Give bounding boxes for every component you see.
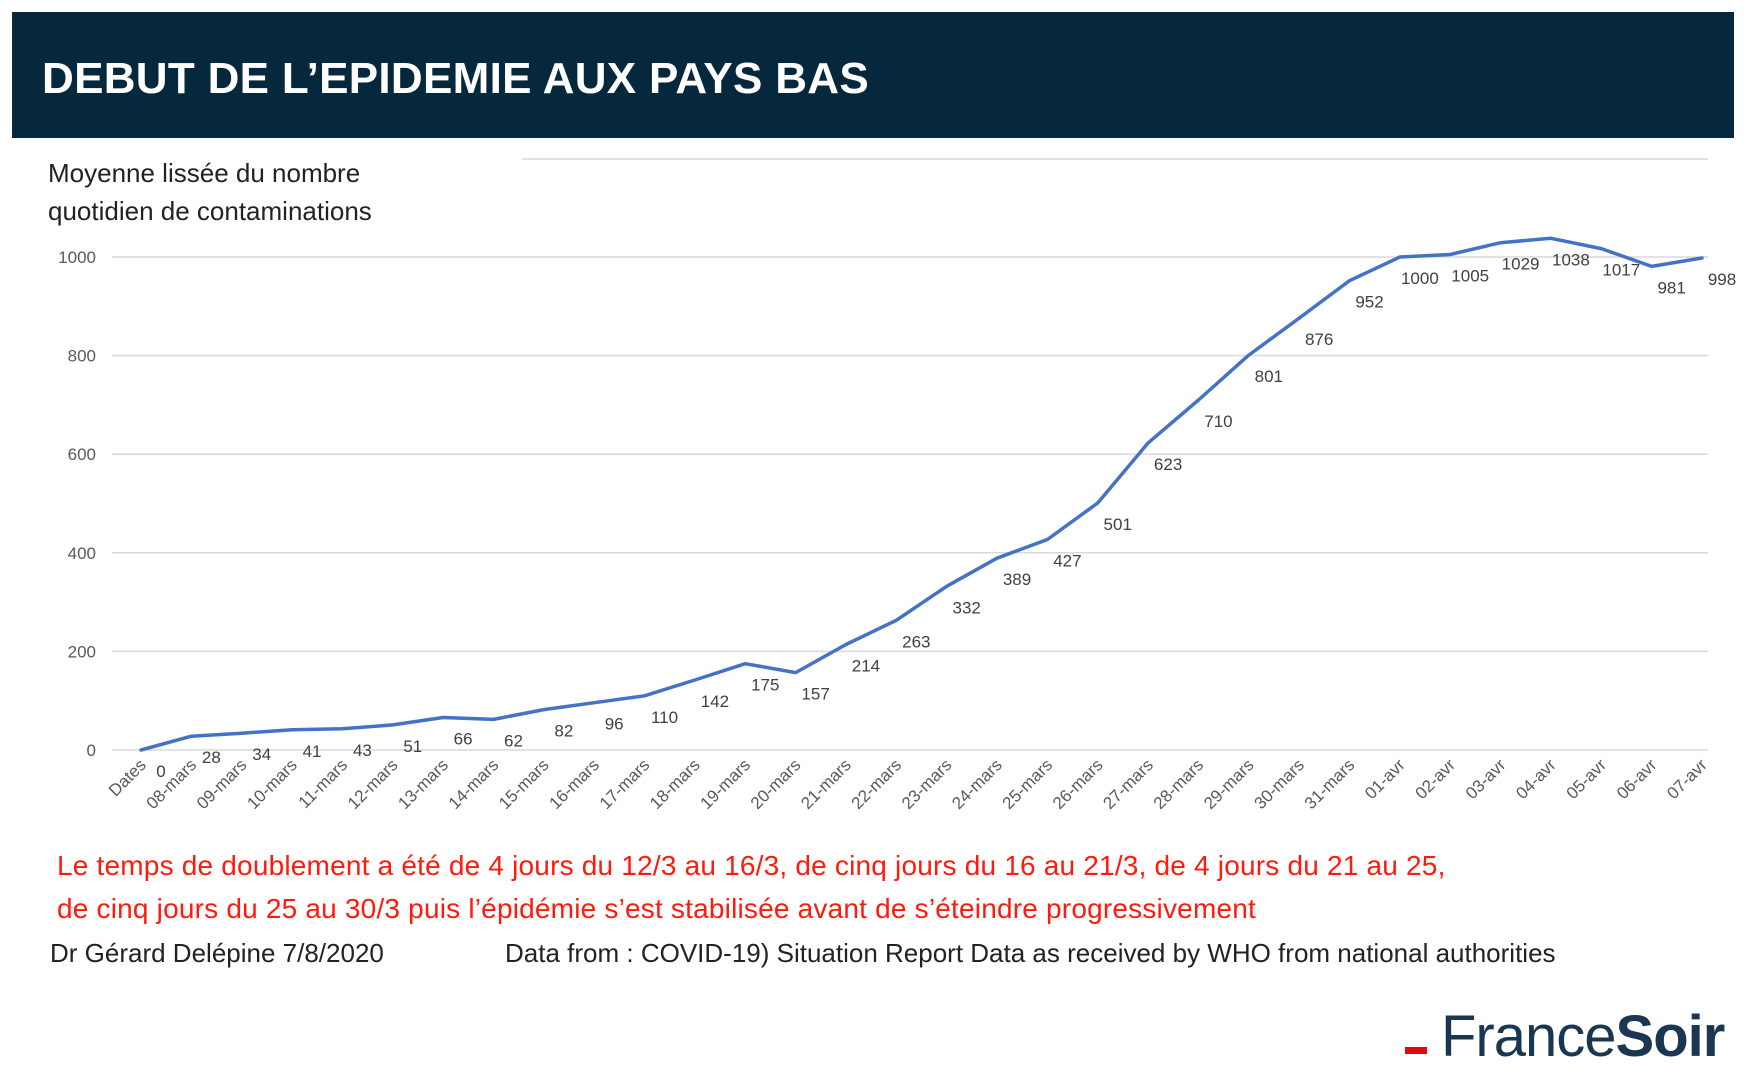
series-line: [139, 236, 1704, 752]
data-label: 0: [156, 762, 165, 781]
x-tick-label: 05-avr: [1563, 755, 1611, 803]
data-label: 710: [1204, 412, 1232, 431]
y-tick-label: 1000: [58, 248, 96, 267]
x-tick-label: Dates: [105, 755, 150, 800]
logo-text-france: France: [1441, 1004, 1617, 1069]
data-label: 157: [801, 685, 829, 704]
data-label: 34: [252, 745, 271, 764]
doubling-time-note-line2: de cinq jours du 25 au 30/3 puis l’épidé…: [57, 893, 1257, 924]
x-tick-label: 03-avr: [1462, 755, 1510, 803]
x-tick-label: 01-avr: [1361, 755, 1409, 803]
author-credit: Dr Gérard Delépine 7/8/2020: [50, 938, 384, 968]
data-label: 998: [1708, 270, 1736, 289]
x-tick-label: 18-mars: [646, 755, 704, 813]
x-tick-label: 04-avr: [1512, 755, 1560, 803]
data-label: 801: [1255, 367, 1283, 386]
data-label: 62: [504, 731, 523, 750]
x-tick-label: 13-mars: [394, 755, 452, 813]
x-tick-label: 14-mars: [445, 755, 503, 813]
data-label: 51: [403, 737, 422, 756]
y-tick-label: 0: [87, 741, 96, 760]
x-tick-label: 08-mars: [143, 755, 201, 813]
data-label: 1000: [1401, 269, 1439, 288]
x-tick-label: 25-mars: [999, 755, 1057, 813]
chart-y-axis-label: Moyenne lissée du nombre quotidien de co…: [48, 154, 372, 230]
data-label: 981: [1657, 278, 1685, 297]
y-tick-label: 200: [68, 642, 96, 661]
y-tick-label: 600: [68, 445, 96, 464]
data-label: 214: [852, 656, 880, 675]
y-axis-label-line2: quotidien de contaminations: [48, 196, 372, 226]
x-tick-label: 30-mars: [1250, 755, 1308, 813]
x-tick-label: 23-mars: [898, 755, 956, 813]
y-axis-label-line1: Moyenne lissée du nombre: [48, 158, 361, 188]
data-label: 1005: [1451, 267, 1489, 286]
francesoir-logo: FranceSoir: [1405, 1003, 1726, 1070]
data-label: 142: [701, 692, 729, 711]
logo-text-soir: Soir: [1615, 1004, 1726, 1069]
data-label: 876: [1305, 330, 1333, 349]
logo-dash-icon: [1405, 1047, 1427, 1054]
x-tick-label: 26-mars: [1049, 755, 1107, 813]
x-tick-label: 31-mars: [1301, 755, 1359, 813]
y-tick-label: 400: [68, 544, 96, 563]
x-tick-label: 21-mars: [797, 755, 855, 813]
data-label: 623: [1154, 455, 1182, 474]
header-banner: DEBUT DE L’EPIDEMIE AUX PAYS BAS: [12, 12, 1734, 138]
data-label: 332: [952, 598, 980, 617]
x-tick-label: 20-mars: [747, 755, 805, 813]
x-tick-label: 24-mars: [948, 755, 1006, 813]
doubling-time-note-line1: Le temps de doublement a été de 4 jours …: [57, 850, 1446, 881]
x-tick-label: 15-mars: [495, 755, 553, 813]
data-label: 82: [554, 722, 573, 741]
x-tick-label: 27-mars: [1099, 755, 1157, 813]
data-label: 175: [751, 676, 779, 695]
data-label: 1029: [1502, 255, 1540, 274]
x-tick-label: 19-mars: [697, 755, 755, 813]
data-label: 1017: [1602, 261, 1640, 280]
x-tick-label: 02-avr: [1412, 755, 1460, 803]
x-tick-label: 28-mars: [1150, 755, 1208, 813]
data-label: 263: [902, 632, 930, 651]
page-title: DEBUT DE L’EPIDEMIE AUX PAYS BAS: [42, 54, 870, 103]
x-tick-label: 22-mars: [848, 755, 906, 813]
x-tick-label: 16-mars: [545, 755, 603, 813]
data-label: 1038: [1552, 250, 1590, 269]
x-tick-label: 07-avr: [1663, 755, 1711, 803]
data-label: 110: [651, 708, 678, 727]
data-label: 28: [202, 748, 221, 767]
x-tick-label: 17-mars: [596, 755, 654, 813]
data-label: 501: [1104, 515, 1132, 534]
data-label: 66: [454, 729, 473, 748]
y-tick-label: 800: [68, 347, 96, 366]
x-tick-label: 29-mars: [1200, 755, 1258, 813]
data-label: 96: [605, 715, 624, 734]
data-source: Data from : COVID-19) Situation Report D…: [505, 938, 1556, 968]
x-tick-label: 06-avr: [1613, 755, 1661, 803]
data-label: 952: [1355, 293, 1383, 312]
data-label: 43: [353, 741, 372, 760]
data-label: 389: [1003, 570, 1031, 589]
x-tick-label: 12-mars: [344, 755, 402, 813]
x-tick-label: 11-mars: [295, 755, 352, 812]
data-label: 427: [1053, 551, 1081, 570]
data-label: 41: [303, 742, 322, 761]
